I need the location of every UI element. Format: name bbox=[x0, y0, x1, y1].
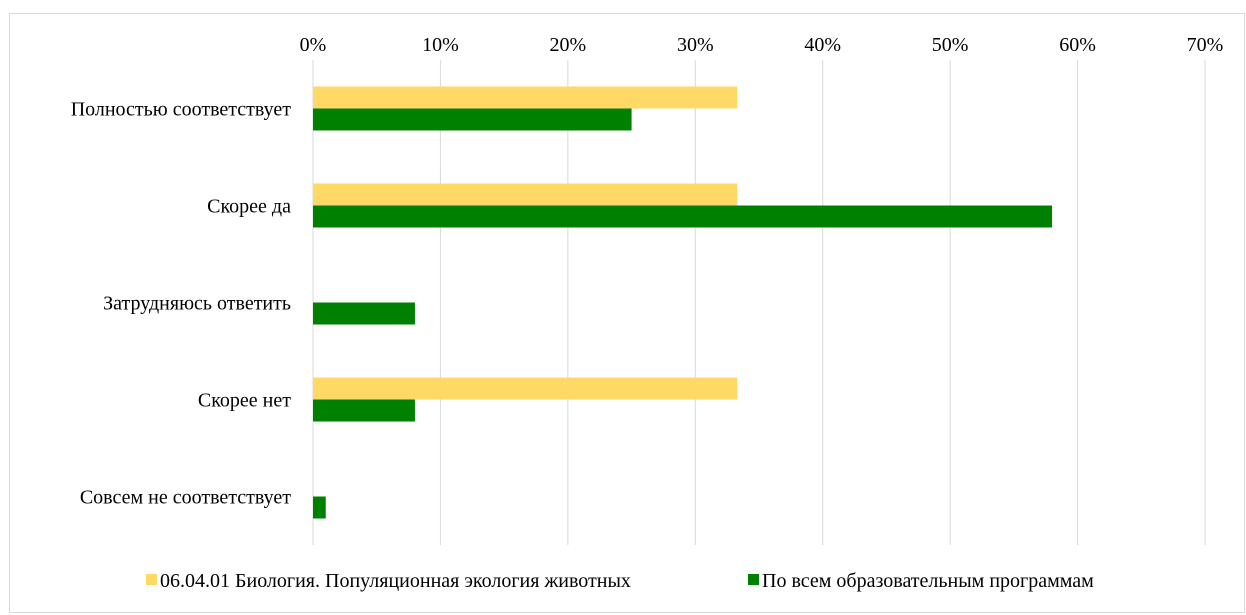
x-tick-label: 70% bbox=[1187, 34, 1224, 56]
bars bbox=[313, 86, 1053, 519]
x-tick-labels: 0% 10% 20% 30% 40% 50% 60% 70% bbox=[300, 34, 1224, 56]
legend-swatch bbox=[748, 574, 759, 585]
bar bbox=[313, 108, 632, 131]
category-label: Скорее нет bbox=[198, 390, 291, 412]
category-label: Полностью соответствует bbox=[71, 99, 292, 121]
x-tick-label: 40% bbox=[804, 34, 841, 56]
x-tick-label: 60% bbox=[1059, 34, 1096, 56]
bar bbox=[313, 205, 1053, 228]
legend: 06.04.01 Биология. Популяционная экологи… bbox=[146, 570, 1094, 592]
bar bbox=[313, 377, 738, 400]
gridlines bbox=[312, 60, 1206, 545]
x-tick-label: 20% bbox=[550, 34, 587, 56]
legend-entry: По всем образовательным программам bbox=[762, 570, 1094, 592]
x-tick-label: 30% bbox=[677, 34, 714, 56]
legend-swatch bbox=[146, 574, 157, 585]
x-tick-label: 10% bbox=[422, 34, 459, 56]
bar bbox=[313, 399, 415, 422]
category-labels: Полностью соответствует Скорее да Затрудня… bbox=[71, 99, 292, 509]
bar bbox=[313, 183, 738, 206]
bar bbox=[313, 86, 738, 109]
category-label: Затрудняюсь ответить bbox=[103, 293, 291, 315]
x-tick-label: 0% bbox=[300, 34, 327, 56]
category-label: Скорее да bbox=[207, 196, 291, 218]
bar bbox=[313, 302, 415, 325]
bar bbox=[313, 496, 326, 519]
x-tick-label: 50% bbox=[932, 34, 969, 56]
legend-entry: 06.04.01 Биология. Популяционная экологи… bbox=[160, 570, 631, 592]
category-label: Совсем не соответствует bbox=[80, 487, 291, 509]
